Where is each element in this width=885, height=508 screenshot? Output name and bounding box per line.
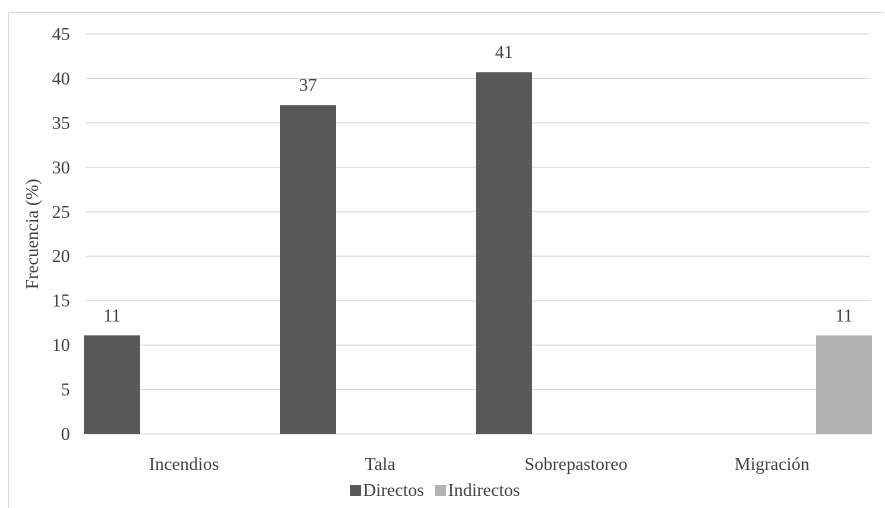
legend-entry-indirectos: Indirectos bbox=[448, 480, 520, 500]
y-tick-label: 0 bbox=[61, 424, 70, 444]
y-tick-label: 45 bbox=[52, 24, 70, 44]
data-label: 11 bbox=[835, 305, 852, 325]
bar-directos bbox=[476, 72, 532, 434]
bar-indirectos bbox=[816, 335, 872, 434]
legend-entry-directos: Directos bbox=[363, 480, 424, 500]
y-tick-label: 15 bbox=[52, 291, 70, 311]
y-tick-label: 40 bbox=[52, 68, 70, 88]
y-axis-title: Frecuencia (%) bbox=[22, 179, 43, 289]
y-tick-label: 35 bbox=[52, 113, 70, 133]
y-tick-label: 10 bbox=[52, 335, 70, 355]
data-label: 11 bbox=[103, 305, 120, 325]
legend-swatch-indirectos bbox=[434, 485, 446, 496]
y-tick-label: 30 bbox=[52, 157, 70, 177]
legend-swatch-directos bbox=[350, 485, 361, 496]
x-tick-label: Tala bbox=[365, 454, 396, 474]
bar-directos bbox=[84, 335, 140, 434]
data-label: 41 bbox=[495, 42, 513, 62]
bar-directos bbox=[280, 105, 336, 434]
x-tick-label: Migración bbox=[735, 454, 810, 474]
data-label: 37 bbox=[299, 75, 317, 95]
chart-frame bbox=[8, 12, 884, 508]
y-tick-label: 5 bbox=[61, 380, 70, 400]
x-tick-label: Sobrepastoreo bbox=[525, 454, 628, 474]
x-tick-label: Incendios bbox=[149, 454, 219, 474]
y-tick-label: 25 bbox=[52, 202, 70, 222]
y-tick-label: 20 bbox=[52, 246, 70, 266]
